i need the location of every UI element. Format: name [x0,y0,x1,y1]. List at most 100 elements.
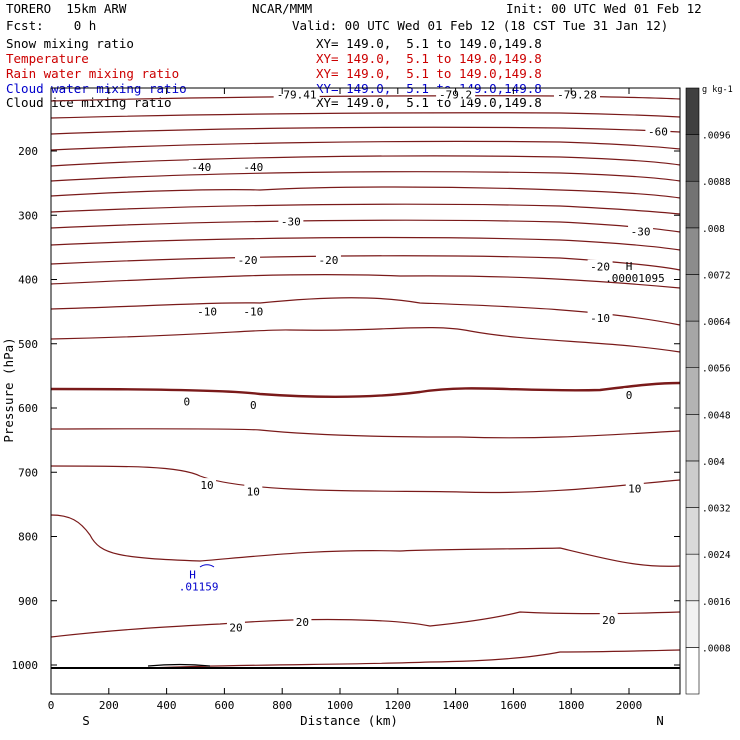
colorbar-segment [685,507,700,555]
colorbar-label: .0072 [702,270,731,281]
maximum-marker-value: .01159 [179,580,219,593]
temperature-contour-line [50,203,681,215]
colorbar: .0008 .0016 .0024 .0032 .004 .0048 .0056 .0064.… [685,85,733,695]
x-tick-label: 0 [48,699,55,712]
colorbar-label: .004 [702,457,725,468]
contour-label-bg [645,124,671,137]
contour-label: -10 [243,306,263,319]
colorbar-label: .0056 [702,364,731,375]
contour-label-bg [181,394,193,407]
temperature-contour-line [50,112,681,119]
temperature-contour-line [50,514,681,567]
x-axis-label: Distance (km) [300,713,398,728]
freezing-level-line [50,381,681,399]
ground-line [51,663,680,669]
contour-label-bg [244,484,263,497]
y-axis-label: Pressure (hPa) [1,337,16,442]
temperature-contour-line [50,236,681,251]
temperature-contour-line [50,297,681,326]
colorbar-unit: g kg-1 [702,85,733,95]
colorbar-segment [685,227,700,275]
contour-labels: -79.41 -79.2 -79.28 -60 -40 -40 -30 -30 -20 -20 -2… [181,87,671,635]
y-tick-label: 200 [18,145,38,158]
maximum-marker-h: H [626,260,633,273]
contour-label-bg [628,224,654,237]
x-tick-label: 2000 [616,699,643,712]
freezing-level-contour [50,381,681,399]
maximum-marker-h: H [189,568,196,581]
maximum-marker-value: .00001095 [605,272,665,285]
temperature-contour-line [50,255,681,271]
contour-label: 0 [626,389,633,402]
colorbar-segment [685,553,700,602]
colorbar-label: .0096 [702,131,731,142]
colorbar-segment [685,180,700,229]
field-name-rain: Rain water mixing ratio [6,66,180,81]
contour-label: 0 [184,396,191,409]
contour-label-bg [293,614,312,627]
temperature-contour-line [50,273,681,289]
temperature-contour-line [50,428,681,439]
center-title: NCAR/MMM [252,1,313,16]
contour-label: -60 [648,126,668,139]
colorbar-segment [685,460,700,508]
x-tick-label: 1600 [500,699,527,712]
contour-label: -10 [590,312,610,325]
colorbar-segment [685,367,700,415]
temperature-contours [50,95,681,669]
colorbar-segment [685,134,700,182]
contour-label: -30 [281,216,301,229]
temperature-contour-line [50,611,681,638]
forecast-hour: Fcst: 0 h [6,18,97,33]
y-tick-label: 500 [18,338,38,351]
contour-label-bg [247,397,259,410]
contour-label: 20 [296,616,309,629]
contour-label-bg [553,87,600,100]
colorbar-segment [685,647,700,695]
colorbar-label: .0016 [702,597,731,608]
contour-label: -20 [319,254,339,267]
contour-label: -20 [590,261,610,274]
colorbar-label: .0008 [702,643,731,654]
x-tick-label: 1200 [385,699,412,712]
contour-label: 0 [250,399,257,412]
temperature-contour-line [50,327,681,353]
x-tick-label: 400 [157,699,177,712]
x-tick-label: 600 [214,699,234,712]
temperature-contour-line [50,126,681,135]
temperature-contour-line [50,171,681,182]
temperature-contour-line [147,649,681,669]
contour-label-bg [278,214,304,227]
field-name-temperature: Temperature [6,51,89,66]
field-xy-rain: XY= 149.0, 5.1 to 149.0,149.8 [316,66,542,81]
y-tick-label: 800 [18,531,38,544]
x-tick-label: 1000 [327,699,354,712]
contour-label-bg [587,259,613,272]
field-name-snow: Snow mixing ratio [6,36,134,51]
contour-label: -40 [191,161,211,174]
y-tick-label: 700 [18,466,38,479]
contour-label: 10 [200,479,213,492]
colorbar-segment [685,274,700,322]
colorbar-label: .0064 [702,317,731,328]
colorbar-segment [685,320,700,368]
contour-label-bg [235,253,261,266]
contour-label: 20 [229,622,242,635]
contour-label-bg [587,311,613,324]
contour-label: -40 [243,161,263,174]
init-time: Init: 00 UTC Wed 01 Feb 12 [506,1,702,16]
contour-label: -30 [631,225,651,238]
model-title: TORERO 15km ARW [6,1,127,16]
contour-label-bg [226,620,245,633]
x-axis: 0 200 400 600 800 1000 1200 1400 1600 1800 2000 [48,88,643,712]
x-tick-label: 200 [99,699,119,712]
contour-label-bg [240,160,266,173]
valid-time: Valid: 00 UTC Wed 01 Feb 12 (18 CST Tue … [292,18,669,33]
colorbar-segment [685,600,700,648]
contour-label-bg [315,253,341,266]
colorbar-label: .008 [702,224,725,235]
colorbar-segment [685,414,700,462]
contour-label-bg [240,304,266,317]
field-xy-snow: XY= 149.0, 5.1 to 149.0,149.8 [316,36,542,51]
